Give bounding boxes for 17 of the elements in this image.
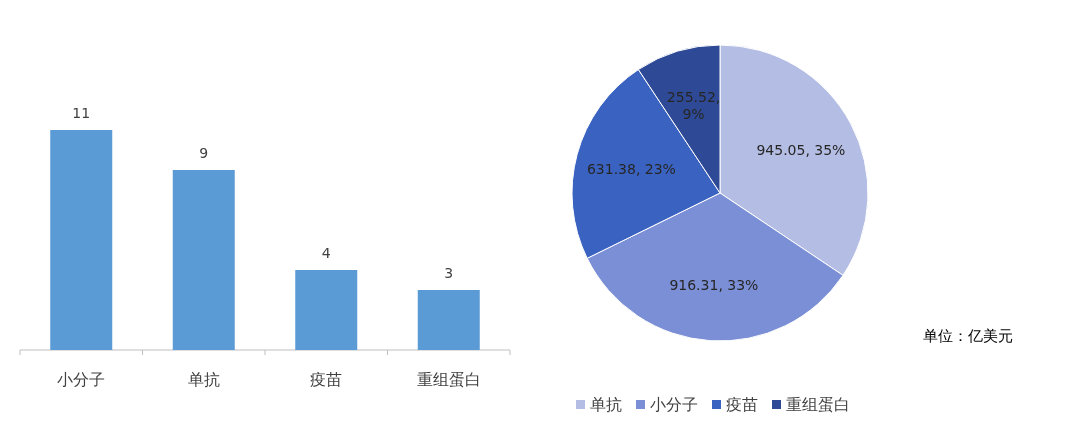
legend-label: 疫苗	[726, 395, 758, 414]
data-label: 945.05, 35%	[756, 141, 846, 158]
x-tick-label: 疫苗	[310, 370, 343, 389]
x-tick-label: 小分子	[57, 370, 106, 389]
data-label: 3	[444, 265, 454, 281]
text: 单位：亿美元	[923, 327, 1013, 345]
data-label: 916.31, 33%	[669, 276, 759, 293]
legend-label: 小分子	[650, 395, 698, 414]
x-tick-label: 重组蛋白	[416, 370, 481, 389]
data-label: 4	[321, 245, 331, 261]
data-label: 631.38, 23%	[586, 160, 676, 177]
data-label: 11	[72, 105, 91, 121]
data-label: 255.52, 9%	[666, 89, 721, 123]
data-label: 9	[199, 145, 209, 161]
legend-label: 单抗	[590, 395, 622, 414]
legend-label: 重组蛋白	[786, 395, 850, 414]
x-tick-label: 单抗	[187, 370, 220, 389]
